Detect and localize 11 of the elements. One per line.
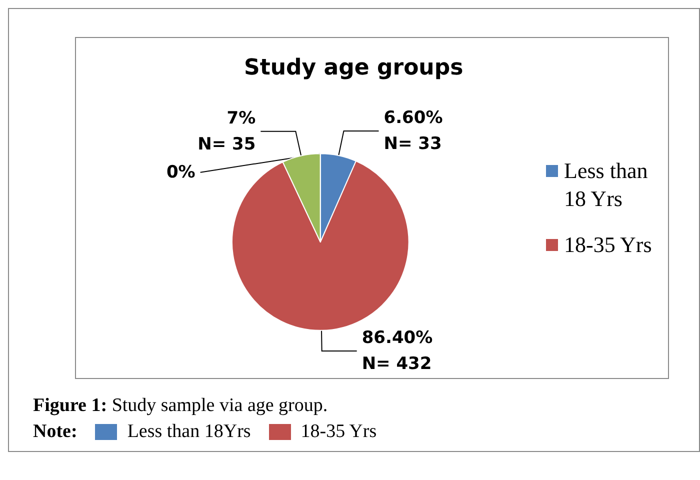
legend-label: 18-35 Yrs bbox=[564, 231, 652, 259]
text: 18-35 Yrs bbox=[300, 421, 377, 443]
data-label: 6.60% N= 33 bbox=[384, 108, 443, 154]
legend-label: Less than 18 Yrs bbox=[564, 157, 649, 213]
text: Note: bbox=[33, 421, 78, 443]
data-label: 7% N= 35 bbox=[198, 108, 256, 154]
text: 0% bbox=[166, 162, 196, 182]
text: Less than 18Yrs bbox=[127, 421, 251, 443]
chart-title: Study age groups bbox=[244, 56, 464, 80]
data-label: 86.40% N= 432 bbox=[362, 328, 433, 374]
caption: Figure 1: Study sample via age group. bbox=[33, 395, 328, 416]
